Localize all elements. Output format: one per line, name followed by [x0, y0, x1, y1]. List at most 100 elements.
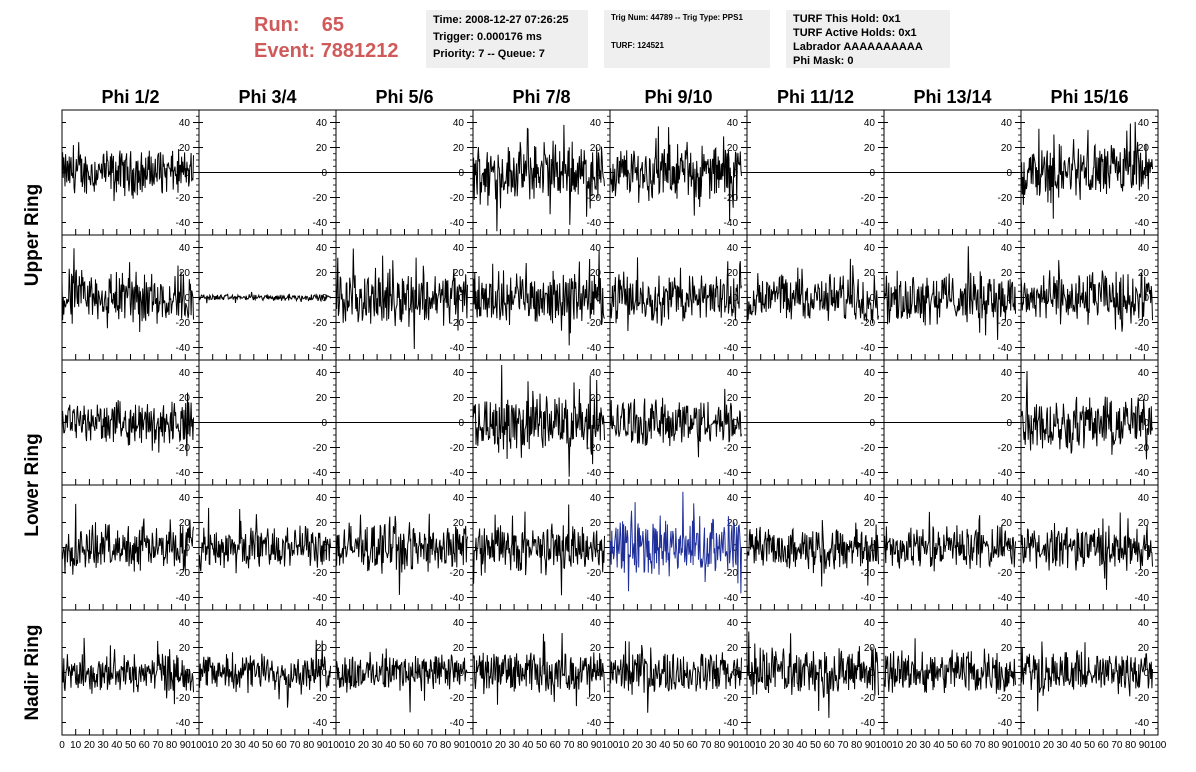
waveform-trace: [609, 641, 742, 713]
y-tick-label: 40: [590, 243, 602, 254]
x-tick-label: 70: [426, 740, 438, 751]
y-tick-label: 20: [864, 143, 876, 154]
x-tick-label: 70: [837, 740, 849, 751]
y-tick-label: 40: [727, 243, 739, 254]
y-tick-label: -20: [587, 318, 602, 329]
x-tick-label: 90: [865, 740, 877, 751]
x-tick-label: 10: [1029, 740, 1041, 751]
y-tick-label: -20: [450, 568, 465, 579]
column-header: Phi 13/14: [913, 87, 991, 107]
waveform-trace: [746, 631, 879, 718]
event-label: Event:: [254, 40, 316, 62]
x-tick-label: 20: [632, 740, 644, 751]
y-tick-label: 0: [458, 293, 464, 304]
y-tick-label: 40: [179, 493, 191, 504]
x-tick-label: 100: [191, 740, 208, 751]
y-tick-label: -20: [176, 443, 191, 454]
y-tick-label: 0: [1143, 668, 1149, 679]
y-tick-label: -40: [313, 718, 328, 729]
y-tick-label: 20: [179, 268, 191, 279]
y-tick-label: 40: [179, 243, 191, 254]
y-tick-label: 40: [1138, 618, 1150, 629]
y-tick-label: -40: [724, 593, 739, 604]
y-tick-label: -40: [724, 718, 739, 729]
y-tick-label: 40: [1001, 243, 1013, 254]
y-tick-label: -40: [861, 218, 876, 229]
y-tick-label: 40: [1001, 493, 1013, 504]
y-tick-label: -40: [450, 718, 465, 729]
waveform-trace: [198, 507, 331, 574]
y-tick-label: -40: [861, 718, 876, 729]
x-tick-label: 60: [276, 740, 288, 751]
x-tick-label: 20: [221, 740, 233, 751]
y-tick-label: -20: [861, 193, 876, 204]
waveform-trace: [472, 504, 605, 596]
x-tick-label: 10: [755, 740, 767, 751]
y-tick-label: 40: [179, 618, 191, 629]
waveform-trace: [1020, 121, 1153, 219]
waveform-trace: [472, 364, 605, 477]
x-tick-label: 80: [714, 740, 726, 751]
y-tick-label: -20: [313, 193, 328, 204]
y-tick-label: 40: [316, 118, 328, 129]
waveform-trace: [198, 291, 331, 304]
y-tick-label: -20: [313, 693, 328, 704]
y-tick-label: 40: [1001, 118, 1013, 129]
y-tick-label: 20: [316, 268, 328, 279]
waveform-trace: [61, 142, 194, 202]
time-info-box: Time: 2008-12-27 07:26:25 Trigger: 0.000…: [426, 10, 588, 68]
y-tick-label: 20: [590, 143, 602, 154]
y-tick-label: 20: [1001, 643, 1013, 654]
waveform-trace: [472, 250, 605, 346]
y-tick-label: 40: [864, 118, 876, 129]
x-tick-label: 50: [673, 740, 685, 751]
ring-label: Lower Ring: [22, 433, 43, 536]
x-tick-label: 80: [303, 740, 315, 751]
y-tick-label: 0: [1006, 418, 1012, 429]
y-tick-label: -40: [313, 468, 328, 479]
waveform-trace: [746, 258, 879, 324]
y-tick-label: 40: [1001, 618, 1013, 629]
y-tick-label: -20: [450, 693, 465, 704]
column-header: Phi 15/16: [1050, 87, 1128, 107]
x-tick-label: 70: [700, 740, 712, 751]
y-tick-label: -20: [724, 693, 739, 704]
y-tick-label: -40: [724, 218, 739, 229]
y-tick-label: 0: [458, 168, 464, 179]
y-tick-label: 20: [453, 643, 465, 654]
y-tick-label: 0: [595, 543, 601, 554]
y-tick-label: -40: [587, 218, 602, 229]
x-tick-label: 100: [1150, 740, 1167, 751]
x-tick-label: 40: [111, 740, 123, 751]
y-tick-label: -20: [450, 318, 465, 329]
y-tick-label: -20: [998, 318, 1013, 329]
x-tick-label: 20: [495, 740, 507, 751]
y-tick-label: 40: [316, 618, 328, 629]
y-tick-label: 20: [864, 268, 876, 279]
y-tick-label: 40: [453, 618, 465, 629]
column-header: Phi 5/6: [375, 87, 433, 107]
waveform-trace: [61, 248, 194, 333]
y-tick-label: 40: [1138, 368, 1150, 379]
y-tick-label: -40: [1135, 718, 1150, 729]
y-tick-label: -40: [313, 218, 328, 229]
y-tick-label: -20: [724, 443, 739, 454]
y-tick-label: 40: [453, 118, 465, 129]
x-tick-label: 90: [180, 740, 192, 751]
waveform-trace: [335, 513, 468, 595]
y-tick-label: 40: [864, 243, 876, 254]
y-tick-label: 0: [1143, 543, 1149, 554]
y-tick-label: 40: [864, 493, 876, 504]
waveform-trace: [335, 648, 468, 713]
y-tick-label: 40: [590, 493, 602, 504]
y-tick-label: 20: [1001, 518, 1013, 529]
y-tick-label: -20: [587, 568, 602, 579]
x-tick-label: 100: [465, 740, 482, 751]
y-tick-label: -20: [861, 443, 876, 454]
x-tick-label: 40: [385, 740, 397, 751]
column-header: Phi 7/8: [512, 87, 570, 107]
waveform-trace: [472, 632, 605, 707]
x-tick-label: 70: [1111, 740, 1123, 751]
y-tick-label: -40: [861, 343, 876, 354]
y-tick-label: 40: [727, 118, 739, 129]
